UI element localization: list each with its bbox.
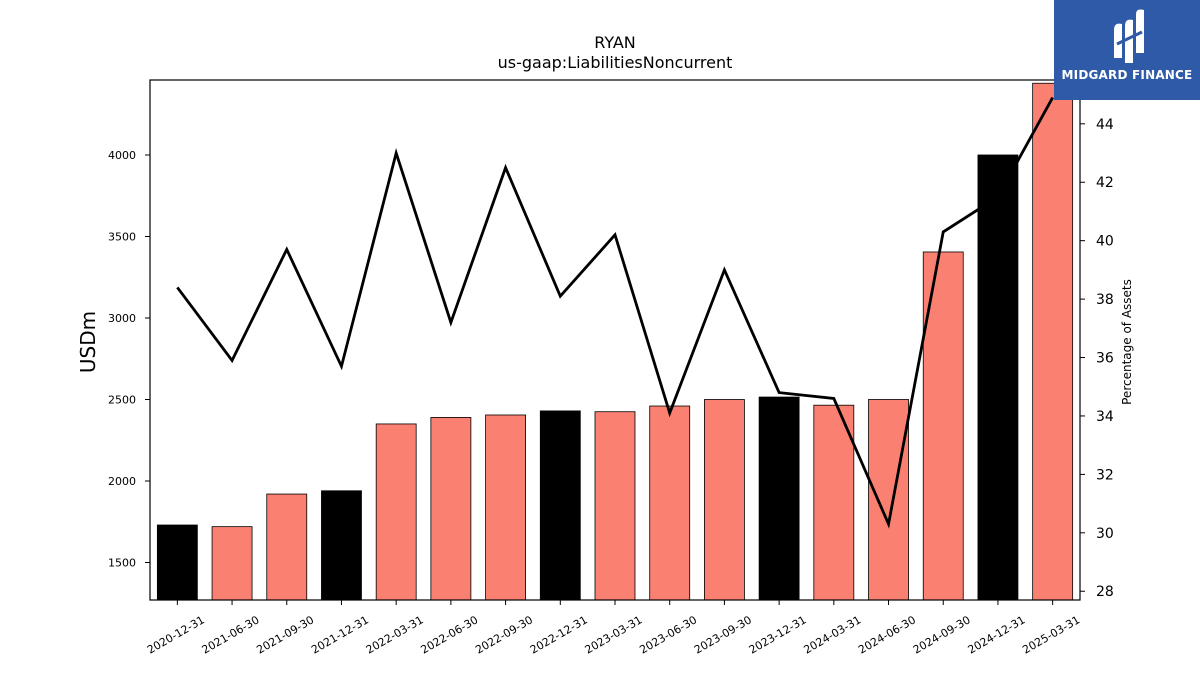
y2-tick-label: 42 — [1096, 175, 1114, 191]
bar — [594, 411, 636, 601]
x-tick-label: 2022-12-31 — [528, 613, 590, 656]
bar — [211, 526, 253, 601]
y-tick-label: 4000 — [108, 149, 136, 162]
y2-tick-label: 44 — [1096, 117, 1114, 133]
bar — [375, 423, 417, 601]
bar — [321, 490, 362, 601]
chart-subtitle: us-gaap:LiabilitiesNoncurrent — [498, 53, 733, 72]
bar — [430, 417, 472, 601]
x-tick-label: 2024-06-30 — [856, 613, 918, 656]
y-axis-label: USDm — [76, 311, 100, 373]
bar — [704, 399, 745, 601]
bar — [156, 524, 198, 601]
chart-title: RYAN — [594, 33, 636, 52]
y2-tick-label: 40 — [1096, 234, 1114, 250]
x-tick-label: 2021-12-31 — [309, 613, 371, 656]
bar — [813, 404, 855, 601]
y2-tick-label: 30 — [1096, 526, 1114, 542]
bar — [266, 493, 308, 601]
x-tick-label: 2022-09-30 — [473, 613, 535, 656]
y2-tick-label: 36 — [1096, 351, 1114, 367]
logo-text: MIDGARD FINANCE — [1061, 68, 1193, 82]
y-tick-label: 3500 — [108, 230, 136, 243]
bar — [485, 414, 526, 601]
y-tick-label: 1500 — [108, 557, 136, 570]
x-tick-label: 2021-06-30 — [200, 613, 262, 656]
x-tick-label: 2023-06-30 — [637, 613, 699, 656]
y2-tick-label: 28 — [1096, 584, 1114, 600]
x-tick-label: 2023-03-31 — [583, 613, 645, 656]
bar — [977, 154, 1019, 601]
logo-mark-icon — [1114, 9, 1144, 64]
x-tick-label: 2023-12-31 — [747, 613, 809, 656]
y-tick-label: 2500 — [108, 393, 136, 406]
x-tick-label: 2023-09-30 — [692, 613, 754, 656]
bar — [868, 399, 909, 601]
x-tick-label: 2025-03-31 — [1020, 613, 1082, 656]
bar-series — [156, 82, 1074, 601]
line-series — [176, 96, 1054, 529]
y2-tick-label: 34 — [1096, 409, 1114, 425]
y2-axis-label: Percentage of Assets — [1120, 279, 1134, 405]
bar — [649, 405, 691, 601]
bar — [539, 410, 581, 601]
bar — [1032, 82, 1074, 601]
x-tick-label: 2024-09-30 — [911, 613, 973, 656]
y2-tick-label: 38 — [1096, 292, 1114, 308]
y-tick-label: 2000 — [108, 475, 136, 488]
x-tick-label: 2022-03-31 — [364, 613, 426, 656]
x-tick-label: 2021-09-30 — [254, 613, 316, 656]
brand-logo: MIDGARD FINANCE — [1054, 0, 1200, 100]
x-tick-label: 2024-12-31 — [966, 613, 1028, 656]
percentage-line — [176, 96, 1054, 529]
x-tick-label: 2022-06-30 — [419, 613, 481, 656]
x-tick-label: 2020-12-31 — [145, 613, 207, 656]
bar — [758, 396, 800, 601]
y2-tick-label: 32 — [1096, 467, 1114, 483]
x-tick-label: 2024-03-31 — [801, 613, 863, 656]
y-tick-label: 3000 — [108, 312, 136, 325]
